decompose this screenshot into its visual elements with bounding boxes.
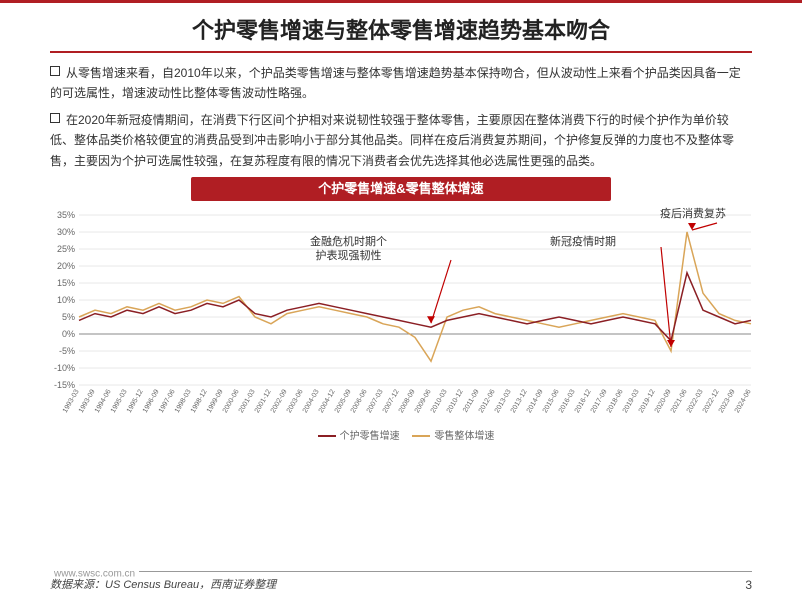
bullet-marker: [50, 113, 60, 123]
data-source: 数据来源：US Census Bureau，西南证券整理: [50, 576, 276, 592]
annotation-recovery: 疫后消费复苏: [660, 207, 726, 221]
paragraph-2: 在2020年新冠疫情期间，在消费下行区间个护相对来说韧性较强于整体零售，主要原因…: [50, 110, 752, 171]
svg-text:20%: 20%: [57, 261, 75, 271]
svg-text:30%: 30%: [57, 227, 75, 237]
bullet-marker: [50, 66, 60, 76]
chart-svg: -15%-10%-5%0%5%10%15%20%25%30%35%1993-03…: [40, 205, 762, 425]
svg-text:-15%: -15%: [54, 380, 75, 390]
svg-text:10%: 10%: [57, 295, 75, 305]
svg-text:-5%: -5%: [59, 346, 75, 356]
svg-text:25%: 25%: [57, 244, 75, 254]
title-underline: [50, 51, 752, 53]
svg-text:0%: 0%: [62, 329, 75, 339]
legend-swatch-1: [318, 435, 336, 437]
legend-label-1: 个护零售增速: [340, 431, 400, 442]
chart-title: 个护零售增速&零售整体增速: [191, 177, 611, 201]
para2-text: 在2020年新冠疫情期间，在消费下行区间个护相对来说韧性较强于整体零售，主要原因…: [50, 113, 734, 168]
svg-text:35%: 35%: [57, 210, 75, 220]
annotation-financial-crisis: 金融危机时期个护表现强韧性: [310, 235, 387, 264]
annotation-covid: 新冠疫情时期: [550, 235, 616, 249]
paragraph-1: 从零售增速来看，自2010年以来，个护品类零售增速与整体零售增速趋势基本保持吻合…: [50, 63, 752, 104]
page-number: 3: [745, 578, 752, 592]
line-chart: -15%-10%-5%0%5%10%15%20%25%30%35%1993-03…: [40, 205, 762, 425]
svg-text:15%: 15%: [57, 278, 75, 288]
footer-divider: [50, 571, 752, 572]
page-title: 个护零售增速与整体零售增速趋势基本吻合: [0, 13, 802, 45]
svg-text:2024-06: 2024-06: [734, 388, 753, 414]
legend-swatch-2: [412, 435, 430, 437]
svg-text:5%: 5%: [62, 312, 75, 322]
svg-text:-10%: -10%: [54, 363, 75, 373]
para1-text: 从零售增速来看，自2010年以来，个护品类零售增速与整体零售增速趋势基本保持吻合…: [50, 66, 741, 100]
legend-label-2: 零售整体增速: [434, 431, 494, 442]
chart-legend: 个护零售增速 零售整体增速: [0, 427, 802, 442]
